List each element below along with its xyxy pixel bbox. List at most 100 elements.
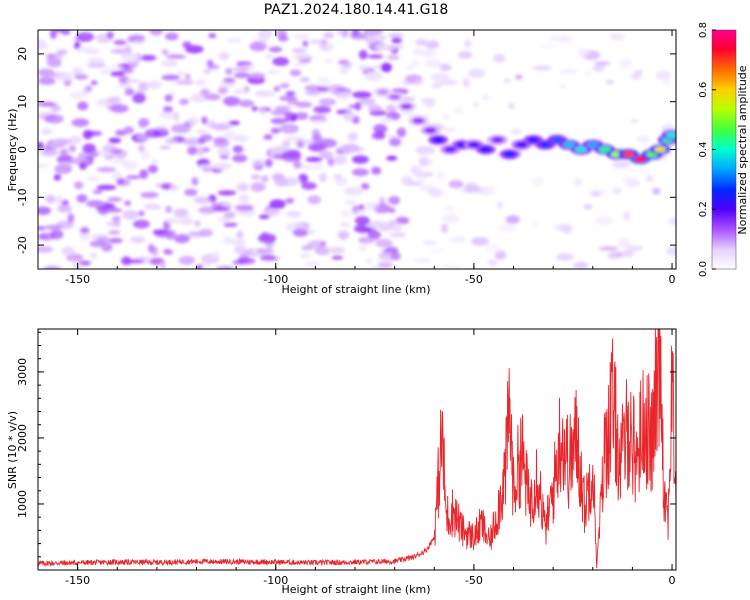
spectrogram-blob [38,246,54,253]
spectrogram-blob [61,246,75,256]
spectrogram-blob [50,30,57,39]
spectrogram-blob [532,65,552,71]
spectrogram-blob [666,246,676,256]
spectrogram-blob [388,207,396,214]
spectrogram-blob [449,236,468,243]
spectrogram-blob [266,91,277,97]
spectrogram-blob [301,182,317,190]
spectrogram-blob [305,156,323,163]
spectrogram-blob [56,195,63,205]
spectrogram-blob [388,219,396,226]
spectrogram-blob [358,97,376,106]
spectrogram-blob [250,158,270,167]
spectrogram-blob [212,137,229,144]
spectrogram-blob [73,181,84,190]
spectrogram-blob [38,163,50,168]
spectrogram-blob [443,206,455,212]
spectrogram-blob [405,181,422,186]
spectrogram-blob [318,76,332,87]
spectrogram-blob [360,183,370,190]
spectrogram-blob [327,157,335,166]
snr-frame [37,328,677,571]
spectrogram-blob [421,49,436,58]
spectrogram-blob [464,183,479,193]
spectrogram-blob [46,53,57,59]
spectrogram-blob [295,101,313,108]
spectrogram-blob [598,246,619,251]
spectrogram-blob [270,110,289,116]
spectrogram-blob [485,244,501,254]
spectrogram-blob [159,128,167,136]
spectrogram-blob [505,215,520,224]
spectrogram-blob [124,88,135,96]
ridge-point [424,127,437,134]
spectrogram-blob [45,194,56,204]
spectrogram-blob [314,246,331,256]
spectrogram-blob [292,53,311,59]
spectrogram-blob [159,261,166,269]
spectrogram-blob [197,163,217,170]
spectrogram-blob [250,174,261,180]
spectrogram-blob [274,105,292,112]
spectrogram-blob [146,80,162,90]
spectrogram-blob [439,63,452,71]
y-tick-label: 3000 [16,358,29,386]
spectrogram-blob [389,232,406,237]
spectrogram-blob [375,238,393,248]
spectrogram-blob [61,199,69,206]
spectrogram-blob [258,214,270,219]
colorbar-tick-label: 0.0 [698,261,709,277]
spectrogram-blob [140,54,157,61]
spectrogram-blob [140,191,159,199]
spectrogram-blob [559,83,567,89]
spectrogram-blob [531,220,538,229]
spectrogram-blob [223,96,241,106]
ridge-point [400,103,413,110]
spectrogram-blob [136,134,148,141]
spectrogram-blob [452,107,465,114]
spectrogram-blob [150,159,159,164]
spectrogram-blob [109,238,123,244]
spectrogram-blob [228,120,240,126]
spectrogram-blob [285,198,295,204]
spectrogram-blob [202,167,212,172]
spectrogram-blob [259,108,267,116]
x-tick-label: 0 [669,273,676,286]
spectrogram-blob [343,186,364,196]
spectrogram-blob [165,229,177,240]
spectrogram-blob [209,251,221,259]
y-tick-label: 20 [16,47,29,61]
spectrogram-blob [539,43,555,50]
spectrogram-blob [175,79,195,85]
spectrogram-blob [625,245,643,252]
spectrogram-blob [86,176,100,182]
spectrogram-blob [305,261,321,266]
spectrogram-blob [482,95,489,100]
spectrogram-blob [90,80,98,86]
spectrogram-blob [377,261,393,268]
y-tick-label: 10 [16,95,29,109]
ridge-point [467,141,480,148]
spectrogram-blob [268,46,283,53]
snr-series-line [38,329,676,569]
spectrogram-blob [118,75,130,84]
spectrogram-blob [443,127,457,133]
spectrogram-blob [290,113,297,122]
spectrogram-blob [149,30,163,36]
spectrogram-blob [57,205,73,213]
spectrogram-blob [655,70,672,81]
spectrogram-blob [122,210,139,220]
spectrogram-blob [634,70,643,75]
spectrogram-blob [107,197,123,202]
spectrogram-blob [121,256,132,266]
spectrogram-blob [55,71,74,82]
spectrogram-blob [139,169,149,180]
spectrogram-blob [369,54,383,59]
spectrogram-blob [285,91,296,96]
spectrogram-blob [594,216,614,226]
colorbar-label: Normalized spectral amplitude [736,65,749,234]
spectrogram-blob [88,58,105,65]
spectrogram-blob [258,35,269,44]
ridge-point [503,151,516,158]
